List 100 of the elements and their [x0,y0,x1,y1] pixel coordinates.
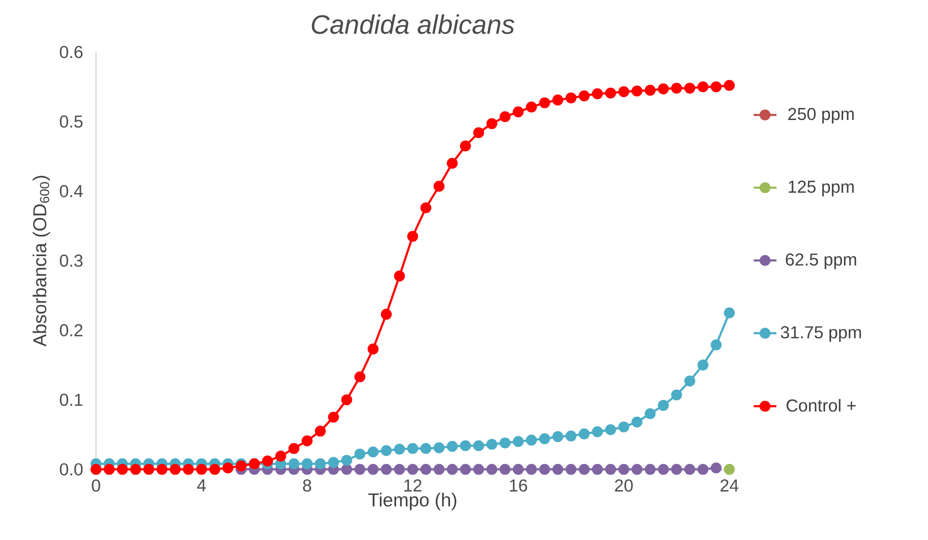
chart-title: Candida albicans [312,14,514,34]
point [684,82,696,94]
point [486,438,498,450]
point [697,360,708,370]
point [288,442,300,454]
point [632,85,642,96]
point [420,464,432,475]
point [512,464,524,475]
point [578,90,590,102]
point [341,394,352,406]
point [473,464,484,475]
point [710,81,722,92]
y-tick-label: 0.5 [60,115,83,128]
point [552,94,564,106]
point [658,400,669,411]
point [566,430,576,442]
point [314,426,326,437]
point [605,424,616,436]
point [446,158,458,169]
point [697,81,708,92]
point [473,127,484,138]
point [500,111,511,122]
point [116,464,128,475]
point [724,307,735,318]
point [368,344,379,354]
point [222,462,234,474]
point [486,464,498,475]
point [354,464,366,475]
point [632,416,642,428]
point [394,464,405,475]
y-tick-label: 0.4 [60,184,83,198]
point [434,464,445,475]
point [328,412,339,423]
point [592,88,603,100]
y-tick-label: 0.3 [60,254,83,267]
x-tick-label: 4 [197,479,206,492]
point [592,464,603,475]
legend-label: 125 ppm [788,180,854,196]
x-tick-label: 20 [615,479,633,492]
point [209,464,220,475]
legend-label: Control + [786,398,856,412]
legend-label: 31.75 ppm [780,326,861,342]
point [130,464,142,475]
point [684,464,696,475]
point [658,464,669,475]
point [314,458,326,470]
legend-label: 250 ppm [788,108,854,124]
point [644,84,656,96]
point [368,464,379,475]
point [552,431,564,442]
point [500,464,511,475]
point [605,464,616,475]
point [566,92,576,104]
point [420,202,432,214]
x-axis-title: Tiempo (h) [368,492,456,510]
point [182,464,194,475]
point [724,80,735,91]
x-tick-label: 8 [303,479,312,492]
point [354,371,366,382]
point [539,97,550,108]
point [671,464,682,475]
point [539,433,550,444]
point [90,464,102,475]
point [394,270,405,282]
point [394,444,405,455]
point [275,450,286,462]
point [302,458,313,470]
point [262,456,274,466]
point [605,88,616,99]
point [288,458,300,470]
point [658,83,669,94]
point [632,464,642,475]
point [328,456,339,468]
point [420,442,432,454]
point [671,389,682,400]
point [380,308,392,320]
point [368,446,379,458]
x-tick-label: 16 [510,479,528,492]
point [710,339,722,350]
point [446,464,458,475]
point [512,106,524,118]
point [578,464,590,475]
point [380,445,392,456]
point [407,230,418,242]
point [526,464,537,475]
point [341,464,352,475]
y-tick-label: 0.6 [60,46,83,58]
point [460,440,471,452]
x-tick-label: 0 [92,479,100,492]
point [539,464,550,475]
y-tick-label: 0.1 [60,394,82,406]
point [500,437,511,448]
point [526,434,537,446]
point [473,440,484,452]
point [618,86,630,98]
point [460,140,471,152]
point [526,101,537,112]
x-tick-label: 24 [720,479,738,492]
point [434,442,445,454]
point [380,464,392,475]
